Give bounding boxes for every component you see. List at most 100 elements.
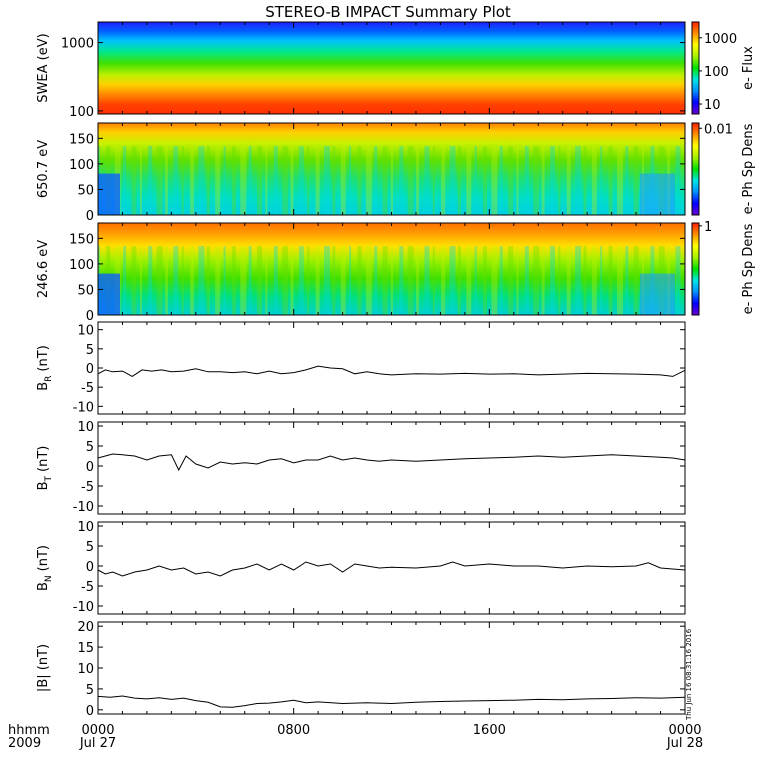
- spectrogram-streak: [349, 146, 352, 215]
- spectrogram-streak: [424, 246, 430, 315]
- y-axis-label-main: 246.6 eV: [36, 240, 51, 298]
- spectrogram-streak: [248, 246, 252, 315]
- spectrogram-streak: [424, 146, 430, 215]
- y-tick-label: 20: [77, 620, 94, 635]
- panel-1: 1000 100 SWEA (eV) 1000 100 10 e- Flux: [36, 21, 756, 120]
- y-axis-label: BN (nT): [36, 545, 54, 591]
- spectrogram-streak: [390, 146, 393, 215]
- colorbar: [691, 222, 700, 316]
- spectrogram-streak: [457, 246, 461, 315]
- spectrogram-streak: [282, 146, 289, 215]
- colorbar: [691, 21, 700, 115]
- spectrogram-streak: [349, 246, 352, 315]
- y-tick-label: 10: [77, 520, 94, 535]
- spectrogram-streak: [315, 246, 320, 315]
- spectrogram-streak: [449, 246, 456, 315]
- colorbar-tick-label: 1000: [704, 32, 737, 47]
- spectrogram-streak: [382, 146, 388, 215]
- spectrogram-streak: [231, 246, 236, 315]
- spectrogram-streak: [600, 246, 603, 315]
- y-tick-label: 0: [86, 460, 94, 475]
- spectrogram-streak: [257, 146, 263, 215]
- spectrogram-streak: [591, 146, 597, 215]
- spectrogram-streak: [549, 146, 555, 215]
- y-tick-label: 15: [77, 641, 94, 656]
- spectrogram-streak: [675, 246, 681, 315]
- spectrogram-streak: [382, 246, 388, 315]
- y-axis-label-sub: T: [44, 475, 54, 482]
- y-tick-label: 0: [86, 560, 94, 575]
- spectrogram-streak: [156, 246, 163, 315]
- series-trace: [97, 561, 686, 577]
- panel-6: 10 5 0 -5 -10 BN (nT): [36, 520, 686, 615]
- plot-title: STEREO-B IMPACT Summary Plot: [265, 3, 511, 21]
- spectrogram-streak: [524, 246, 529, 315]
- x-tick-label: 0000: [668, 723, 701, 738]
- y-axis-label-main: |B| (nT): [36, 644, 51, 692]
- spectrogram-streak: [357, 146, 362, 215]
- colorbar-tick-label: 10: [704, 98, 721, 113]
- y-tick-label: 0: [86, 362, 94, 377]
- spectrogram-streak: [173, 146, 179, 215]
- spectrogram-streak: [416, 246, 420, 315]
- spectrogram-streak: [575, 246, 582, 315]
- spectrogram-streak: [340, 146, 346, 215]
- spectrogram-streak: [248, 146, 252, 215]
- spectrogram-streak: [533, 146, 540, 215]
- y-tick-label: 100: [69, 258, 94, 273]
- spectrogram-streak: [257, 246, 263, 315]
- spectrogram-streak: [282, 246, 289, 315]
- y-tick-label: 100: [69, 105, 94, 120]
- spectrogram-streak: [474, 246, 477, 315]
- y-tick-label: 100: [69, 158, 94, 173]
- y-tick-label: 0: [86, 209, 94, 224]
- spectrogram-streak: [625, 246, 629, 315]
- panel-frame: [97, 521, 686, 615]
- spectrogram-patch: [640, 273, 675, 315]
- spectrogram-streak: [608, 146, 613, 215]
- panel-7: 20 15 10 5 0 |B| (nT): [36, 620, 686, 719]
- spectrogram-streak: [332, 146, 336, 215]
- spectrogram-streak: [223, 146, 226, 215]
- spectrogram-streak: [583, 246, 587, 315]
- y-tick-label: 5: [86, 440, 94, 455]
- spectrogram-streak: [307, 146, 310, 215]
- y-axis-label-unit: (nT): [36, 345, 51, 371]
- spectrogram-streak: [499, 146, 503, 215]
- spectrogram-streak: [240, 246, 247, 315]
- spectrogram-streak: [491, 146, 498, 215]
- panel-frame: [97, 321, 686, 415]
- y-axis-label-unit: (nT): [36, 446, 51, 472]
- spectrogram-streak: [441, 146, 446, 215]
- y-tick-label: 5: [86, 683, 94, 698]
- spectrogram-streak: [148, 246, 153, 315]
- spectrogram-streak: [265, 146, 268, 215]
- spectrogram-streak: [558, 146, 561, 215]
- spectrogram-streak: [483, 246, 488, 315]
- spectrogram-streak: [307, 246, 310, 315]
- y-axis-label: SWEA (eV): [36, 33, 51, 102]
- series-trace: [97, 365, 686, 377]
- y-tick-label: 50: [77, 283, 94, 298]
- spectrogram-streak: [549, 246, 555, 315]
- spectrogram-streak: [298, 146, 304, 215]
- spectrogram-streak: [441, 246, 446, 315]
- spectrogram-streak: [323, 246, 330, 315]
- spectrogram-streak: [131, 146, 137, 215]
- spectrogram-streak: [407, 246, 414, 315]
- x-tick-label: 0800: [277, 723, 310, 738]
- colorbar-label: e- Ph Sp Dens: [741, 223, 756, 314]
- y-tick-label: 10: [77, 324, 94, 339]
- y-axis-label: 650.7 eV: [36, 140, 51, 198]
- spectrogram-streak: [583, 146, 587, 215]
- panel-frame: [97, 421, 686, 515]
- spectrogram-image: [98, 223, 685, 315]
- x-unit-label: hhmm: [8, 723, 50, 738]
- y-axis-label-sub: N: [44, 575, 54, 582]
- y-axis-label: BT (nT): [36, 446, 54, 491]
- panel-4: 10 5 0 -5 -10 BR (nT): [36, 321, 686, 415]
- y-tick-label: -10: [73, 500, 94, 515]
- y-tick-label: 10: [77, 662, 94, 677]
- spectrogram-streak: [273, 146, 278, 215]
